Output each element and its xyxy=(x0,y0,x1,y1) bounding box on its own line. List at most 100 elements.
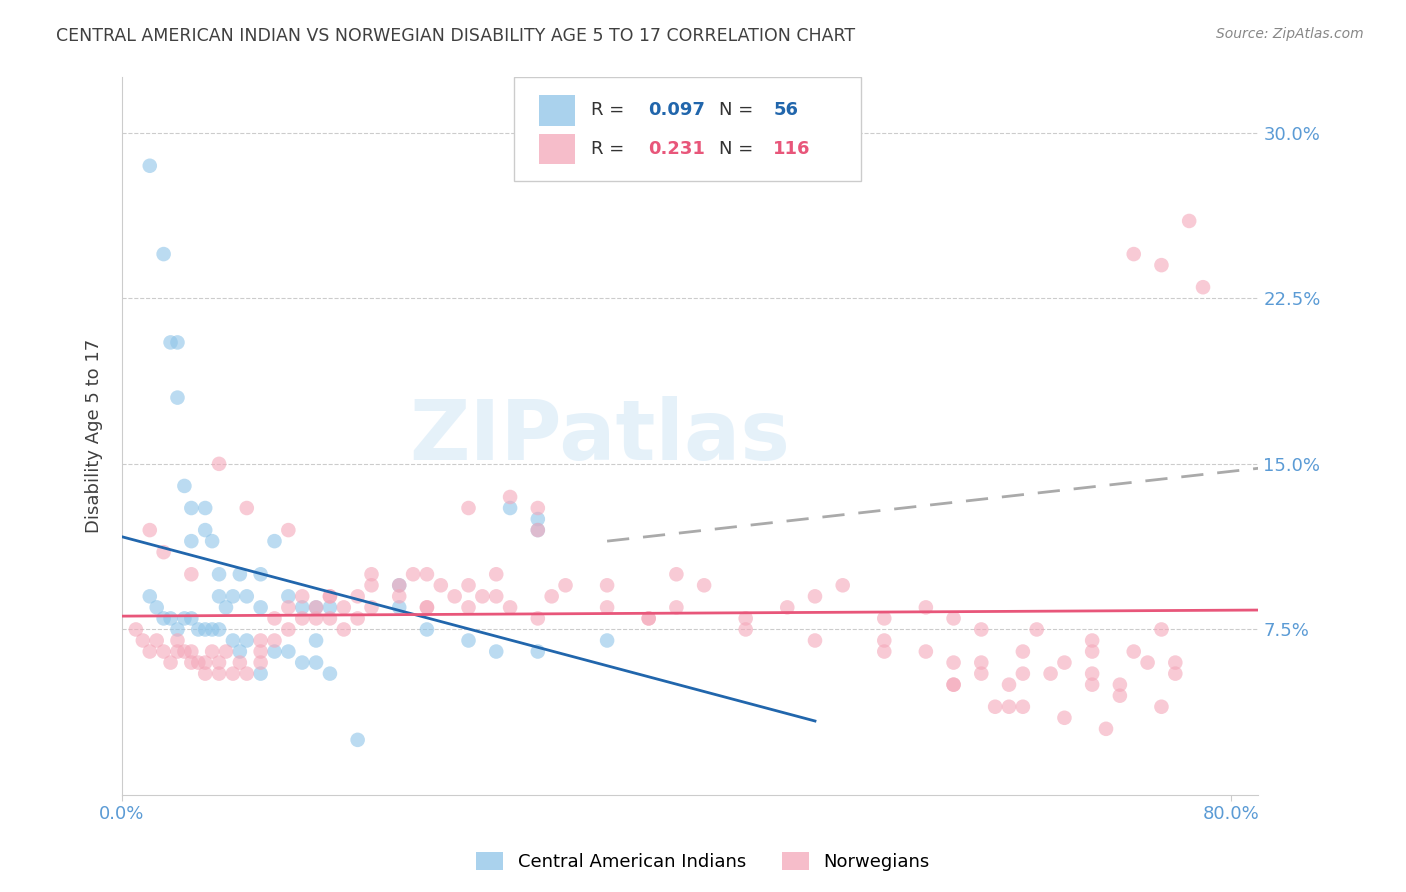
Point xyxy=(194,656,217,670)
Point xyxy=(485,590,508,604)
Point xyxy=(1025,623,1047,637)
Point xyxy=(319,666,342,681)
Point xyxy=(1108,689,1130,703)
Point xyxy=(201,644,224,658)
Point xyxy=(180,567,202,582)
Point xyxy=(145,600,167,615)
Point xyxy=(471,590,494,604)
Point xyxy=(263,644,285,658)
Point xyxy=(333,623,356,637)
Point xyxy=(277,623,299,637)
Point xyxy=(249,567,271,582)
Point xyxy=(139,590,162,604)
Point xyxy=(249,600,271,615)
Point xyxy=(998,678,1021,692)
Point xyxy=(388,578,411,592)
Point xyxy=(1164,656,1187,670)
Point xyxy=(527,523,550,537)
Point xyxy=(1081,678,1104,692)
Point xyxy=(416,600,439,615)
Point xyxy=(984,699,1007,714)
Point xyxy=(942,656,965,670)
Point xyxy=(457,501,479,516)
Text: 56: 56 xyxy=(773,102,799,120)
Point xyxy=(1012,666,1035,681)
Point xyxy=(527,501,550,516)
Point xyxy=(346,611,368,625)
Point xyxy=(540,590,562,604)
Point xyxy=(734,623,756,637)
Text: N =: N = xyxy=(718,102,759,120)
Point xyxy=(180,656,202,670)
Point xyxy=(1150,258,1173,272)
Point xyxy=(236,501,259,516)
Point xyxy=(915,644,938,658)
Point xyxy=(194,623,217,637)
Point xyxy=(1136,656,1159,670)
Point xyxy=(152,247,174,261)
Point xyxy=(159,656,181,670)
Point xyxy=(194,666,217,681)
Point xyxy=(527,523,550,537)
Point xyxy=(499,501,522,516)
Point xyxy=(173,644,195,658)
Point xyxy=(249,644,271,658)
Point xyxy=(527,644,550,658)
Point xyxy=(139,644,162,658)
Point xyxy=(665,567,688,582)
Point xyxy=(402,567,425,582)
Point xyxy=(145,633,167,648)
Point xyxy=(215,644,238,658)
Point xyxy=(305,633,328,648)
Point xyxy=(180,534,202,549)
Text: R =: R = xyxy=(592,140,630,158)
Point xyxy=(166,335,188,350)
Point xyxy=(554,578,576,592)
Point xyxy=(1012,644,1035,658)
Point xyxy=(277,523,299,537)
Point xyxy=(236,666,259,681)
Point xyxy=(236,633,259,648)
Point xyxy=(222,666,245,681)
Point xyxy=(346,732,368,747)
Point xyxy=(263,611,285,625)
Point xyxy=(527,611,550,625)
Point xyxy=(319,600,342,615)
Point xyxy=(346,590,368,604)
Point xyxy=(139,159,162,173)
Point xyxy=(804,590,827,604)
Text: R =: R = xyxy=(592,102,630,120)
Point xyxy=(319,590,342,604)
Point xyxy=(166,633,188,648)
Point xyxy=(229,567,252,582)
Point xyxy=(166,644,188,658)
Point xyxy=(637,611,659,625)
Point xyxy=(416,567,439,582)
Point xyxy=(942,678,965,692)
Point xyxy=(873,611,896,625)
Point xyxy=(457,600,479,615)
Point xyxy=(693,578,716,592)
Point xyxy=(305,600,328,615)
Point xyxy=(229,644,252,658)
Text: 116: 116 xyxy=(773,140,811,158)
Point xyxy=(208,656,231,670)
Point xyxy=(173,479,195,493)
Point xyxy=(1178,214,1201,228)
Point xyxy=(1108,678,1130,692)
Point xyxy=(942,611,965,625)
Point xyxy=(388,600,411,615)
Point xyxy=(998,699,1021,714)
Point xyxy=(305,656,328,670)
Point xyxy=(485,644,508,658)
Point xyxy=(291,590,314,604)
Point xyxy=(942,678,965,692)
Point xyxy=(499,490,522,504)
Point xyxy=(222,633,245,648)
Point xyxy=(319,611,342,625)
Point xyxy=(208,623,231,637)
Point xyxy=(139,523,162,537)
Text: 0.231: 0.231 xyxy=(648,140,704,158)
Point xyxy=(596,600,619,615)
Point xyxy=(1081,644,1104,658)
